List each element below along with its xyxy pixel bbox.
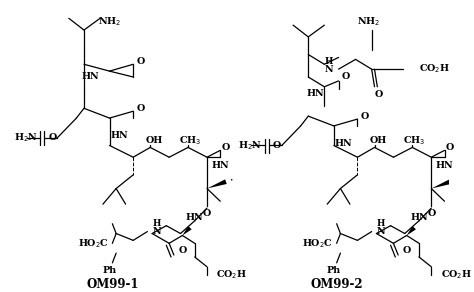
Text: CH$_3$: CH$_3$ (403, 134, 425, 147)
Text: CO$_2$H: CO$_2$H (419, 63, 450, 75)
Polygon shape (407, 226, 416, 235)
Text: O: O (137, 57, 145, 66)
Text: HN: HN (110, 131, 128, 140)
Text: O: O (222, 143, 230, 152)
Text: O: O (402, 246, 411, 255)
Text: HN: HN (410, 213, 428, 223)
Text: O: O (342, 72, 350, 81)
Text: O: O (178, 246, 187, 255)
Text: HN: HN (335, 139, 352, 148)
Text: H$_2$N: H$_2$N (238, 139, 262, 152)
Text: O: O (361, 112, 369, 121)
Text: NH$_2$: NH$_2$ (357, 16, 381, 28)
Text: O: O (446, 143, 455, 152)
Text: NH$_2$: NH$_2$ (98, 16, 121, 28)
Polygon shape (431, 179, 451, 189)
Text: HN: HN (211, 161, 229, 170)
Text: OH: OH (146, 136, 163, 145)
Text: O: O (374, 90, 383, 99)
Text: HO$_2$C: HO$_2$C (78, 237, 109, 250)
Text: OM99-1: OM99-1 (86, 278, 138, 291)
Text: N: N (377, 227, 385, 236)
Text: O: O (203, 209, 211, 218)
Text: N: N (153, 227, 161, 236)
Text: O: O (49, 133, 57, 142)
Text: N: N (325, 65, 333, 74)
Polygon shape (207, 179, 227, 189)
Text: OM99-2: OM99-2 (310, 278, 363, 291)
Text: H: H (153, 219, 161, 228)
Text: O: O (137, 104, 145, 113)
Text: CH$_3$: CH$_3$ (179, 134, 201, 147)
Text: Ph: Ph (327, 266, 341, 275)
Text: Ph: Ph (102, 266, 117, 275)
Text: HN: HN (436, 161, 453, 170)
Text: H: H (325, 57, 333, 66)
Text: O: O (427, 209, 436, 218)
Text: HN: HN (306, 89, 324, 98)
Polygon shape (182, 226, 191, 235)
Text: HN: HN (82, 72, 100, 81)
Text: H$_2$N: H$_2$N (14, 131, 38, 144)
Text: CO$_2$H: CO$_2$H (217, 268, 247, 281)
Text: H: H (377, 219, 385, 228)
Text: HN: HN (186, 213, 203, 223)
Text: HO$_2$C: HO$_2$C (302, 237, 333, 250)
Text: CO$_2$H: CO$_2$H (441, 268, 472, 281)
Text: OH: OH (370, 136, 387, 145)
Text: O: O (273, 141, 281, 150)
Text: •: • (229, 177, 232, 182)
